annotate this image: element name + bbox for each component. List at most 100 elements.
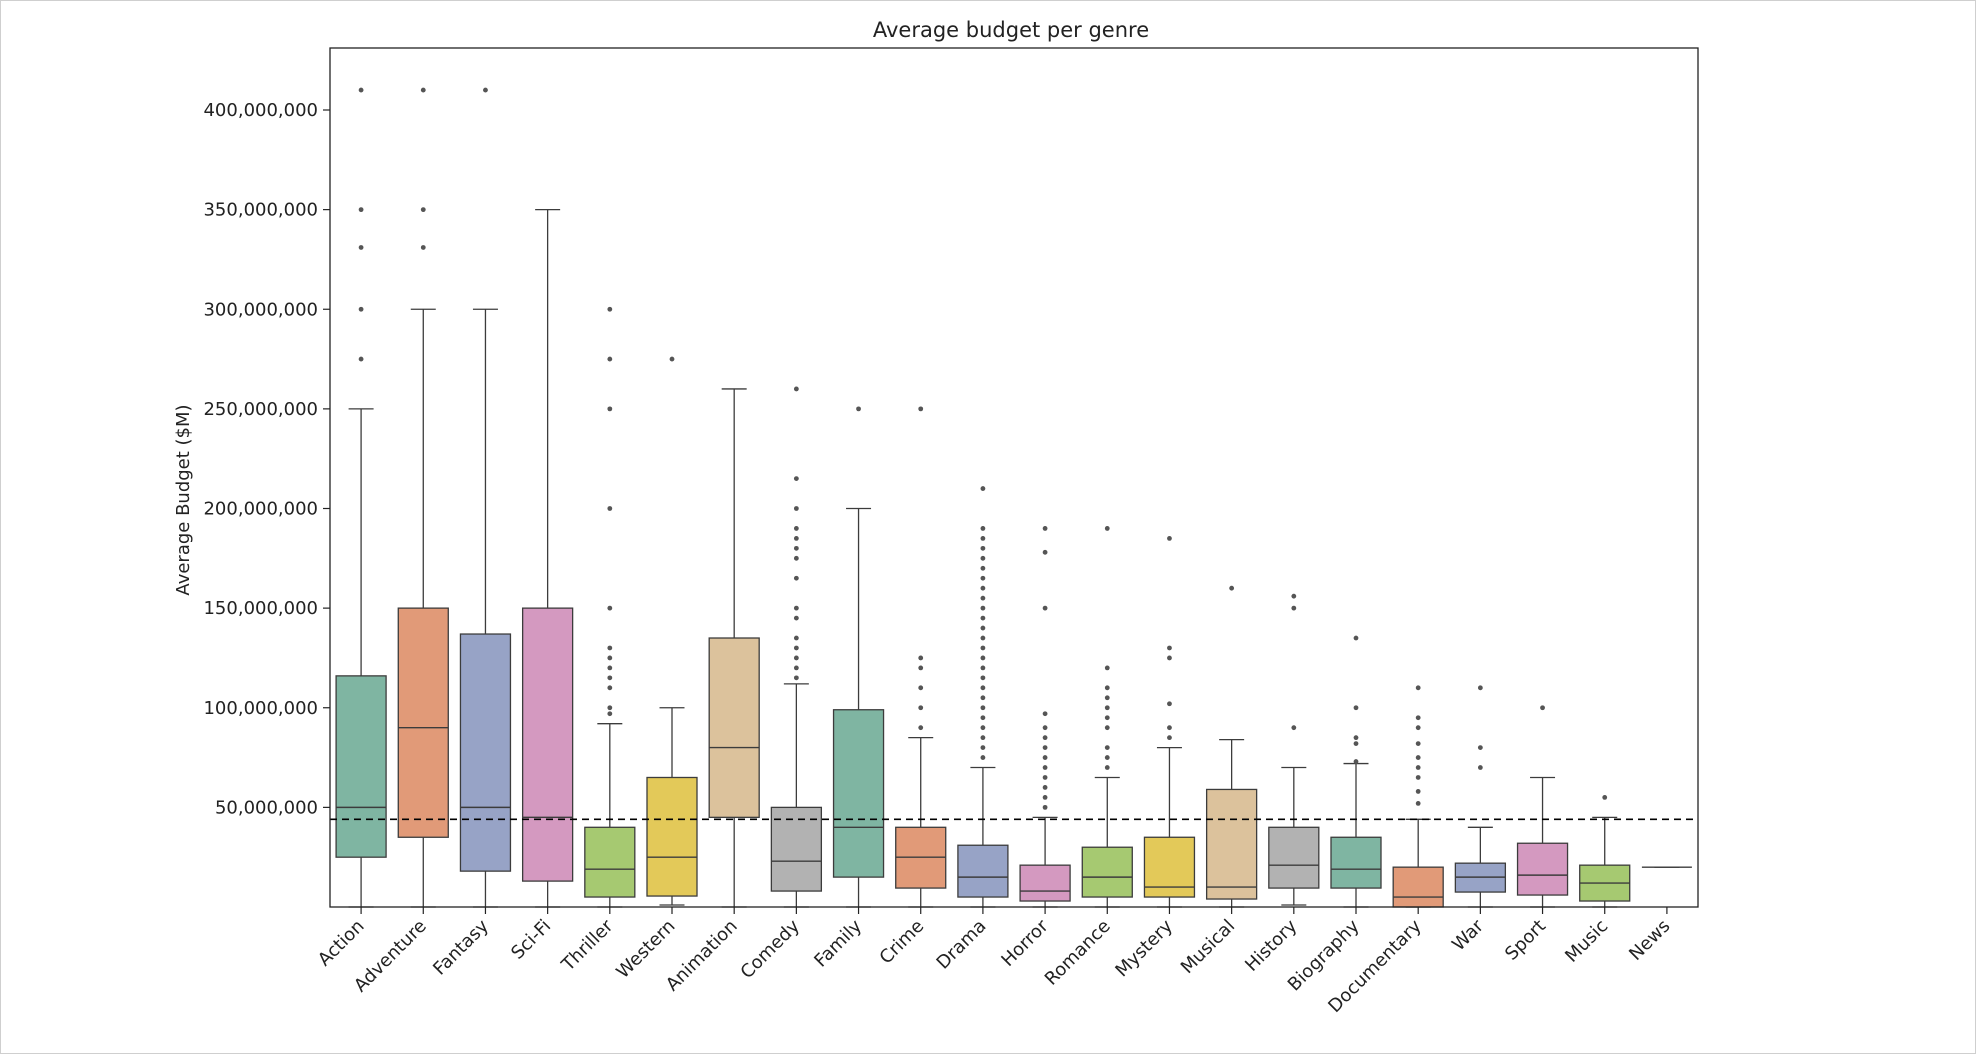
- outlier-point: [1291, 593, 1297, 599]
- box-war: [1454, 685, 1507, 908]
- outlier-point: [793, 575, 799, 581]
- outlier-point: [1042, 804, 1048, 810]
- x-tick-label: Musical: [1177, 916, 1239, 978]
- y-tick-label: 200,000,000: [203, 499, 318, 520]
- outlier-point: [1104, 765, 1110, 770]
- box-body: [1268, 826, 1320, 889]
- outlier-point: [1540, 705, 1545, 711]
- outlier-point: [607, 356, 613, 362]
- outlier-point: [1415, 715, 1421, 721]
- y-tick-label: 50,000,000: [215, 797, 318, 818]
- outlier-point: [980, 685, 986, 691]
- outlier-point: [980, 635, 986, 641]
- outlier-point: [1042, 745, 1048, 750]
- box-body: [832, 709, 885, 878]
- y-axis-label: Average Budget ($M): [173, 404, 194, 595]
- x-tick-label: Comedy: [737, 915, 805, 983]
- outlier-point: [1104, 695, 1110, 701]
- outlier-point: [1042, 711, 1048, 717]
- x-tick-label: Romance: [1041, 916, 1115, 990]
- outlier-point: [856, 406, 861, 412]
- outlier-point: [793, 615, 799, 621]
- outlier-point: [607, 705, 613, 711]
- outlier-point: [980, 535, 986, 541]
- box-action: [335, 87, 387, 908]
- outlier-point: [980, 585, 986, 591]
- outlier-point: [793, 645, 799, 651]
- outlier-point: [607, 506, 613, 511]
- box-body: [1019, 864, 1071, 902]
- box-drama: [957, 486, 1009, 908]
- outlier-point: [980, 545, 986, 551]
- outlier-point: [793, 506, 799, 511]
- box-biography: [1330, 635, 1382, 908]
- outlier-point: [1104, 705, 1110, 711]
- box-body: [335, 675, 387, 858]
- outlier-point: [918, 705, 924, 711]
- box-horror: [1019, 526, 1071, 908]
- outlier-point: [1415, 685, 1421, 691]
- box-series: [335, 87, 1692, 908]
- outlier-point: [607, 605, 613, 611]
- outlier-point: [1042, 526, 1048, 531]
- x-tick-label: Mystery: [1111, 915, 1177, 981]
- outlier-point: [1042, 605, 1048, 611]
- outlier-point: [1353, 635, 1359, 641]
- outlier-point: [420, 245, 426, 250]
- y-tick-label: 250,000,000: [203, 399, 318, 420]
- outlier-point: [1042, 735, 1048, 741]
- outlier-point: [669, 356, 675, 362]
- outlier-point: [1477, 765, 1483, 770]
- x-tick-label: History: [1241, 915, 1301, 975]
- box-body: [1330, 836, 1382, 889]
- outlier-point: [1291, 725, 1297, 731]
- outlier-point: [1353, 759, 1359, 764]
- y-tick-label: 300,000,000: [203, 299, 318, 320]
- outlier-point: [980, 675, 986, 681]
- outlier-point: [1042, 795, 1048, 800]
- x-tick-label: Fantasy: [429, 915, 493, 979]
- outlier-point: [980, 526, 986, 531]
- box-music: [1579, 795, 1631, 908]
- outlier-point: [1104, 755, 1110, 760]
- outlier-point: [1415, 775, 1421, 780]
- box-musical: [1205, 585, 1258, 908]
- outlier-point: [1042, 755, 1048, 760]
- outlier-point: [1353, 735, 1359, 741]
- box-body: [1516, 842, 1569, 896]
- x-tick-label: Family: [810, 915, 866, 971]
- outlier-point: [793, 605, 799, 611]
- outlier-point: [980, 615, 986, 621]
- outlier-point: [980, 655, 986, 661]
- outlier-point: [980, 625, 986, 631]
- outlier-point: [358, 356, 364, 362]
- outlier-point: [1167, 535, 1172, 541]
- outlier-point: [793, 635, 799, 641]
- outlier-point: [793, 555, 799, 561]
- outlier-point: [607, 306, 613, 312]
- outlier-point: [1104, 745, 1110, 750]
- outlier-point: [980, 595, 986, 601]
- outlier-point: [1602, 795, 1608, 800]
- outlier-point: [607, 711, 613, 717]
- outlier-point: [1415, 755, 1421, 760]
- outlier-point: [1415, 800, 1421, 806]
- chart-title: Average budget per genre: [873, 18, 1149, 42]
- outlier-point: [1353, 741, 1359, 747]
- outlier-point: [1167, 645, 1172, 651]
- box-documentary: [1392, 685, 1444, 908]
- outlier-point: [1167, 725, 1172, 731]
- outlier-point: [793, 526, 799, 531]
- y-tick-label: 100,000,000: [203, 698, 318, 719]
- outlier-point: [1104, 685, 1110, 691]
- outlier-point: [980, 715, 986, 721]
- box-body: [770, 806, 823, 892]
- outlier-point: [918, 665, 924, 671]
- outlier-point: [1291, 605, 1297, 611]
- x-tick-label: Music: [1561, 916, 1612, 967]
- x-tick-label: Thriller: [557, 915, 618, 976]
- outlier-point: [420, 87, 426, 93]
- outlier-point: [1042, 765, 1048, 770]
- outlier-point: [607, 675, 613, 681]
